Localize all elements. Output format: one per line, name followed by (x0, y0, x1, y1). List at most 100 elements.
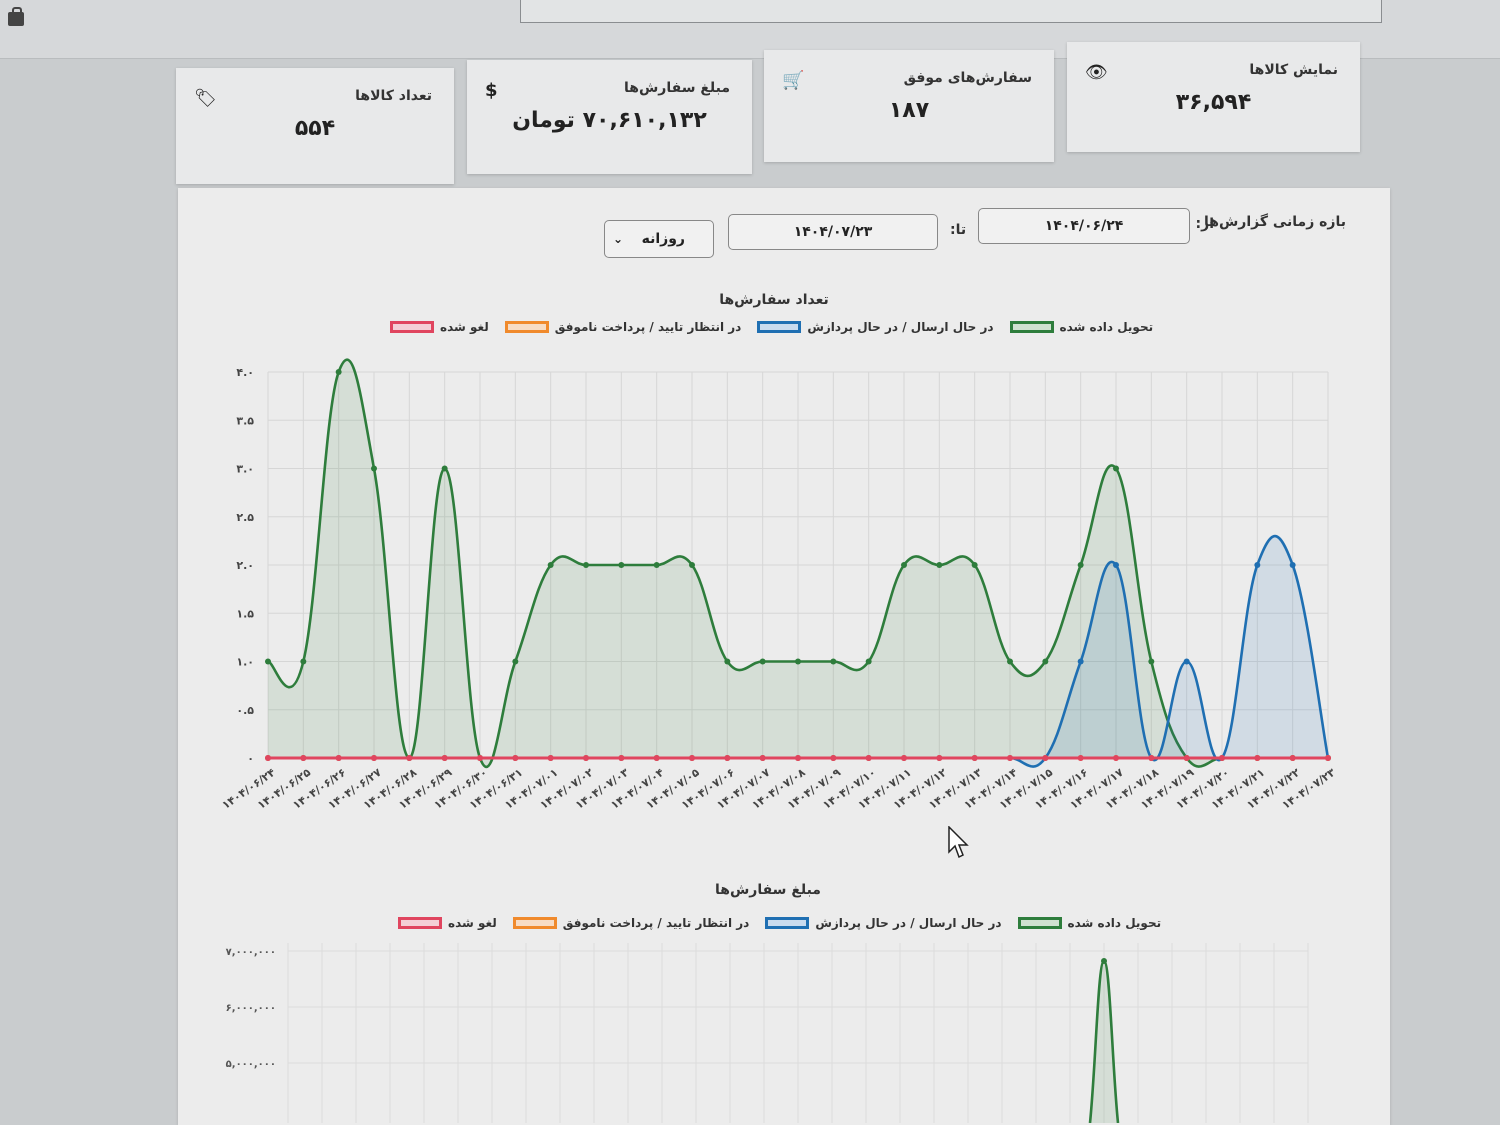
data-point (335, 369, 342, 375)
data-point (406, 755, 413, 761)
series-area (268, 536, 1328, 767)
data-point (689, 755, 695, 761)
period-select[interactable]: روزانه ⌄ (604, 220, 714, 258)
data-point (1113, 562, 1119, 568)
y-tick-label: ۱.۰ (236, 656, 254, 669)
series-area (268, 359, 1328, 767)
tag-icon: 🏷 (194, 88, 217, 109)
data-point (865, 755, 872, 761)
data-point (1077, 562, 1084, 568)
period-value: روزانه (641, 231, 685, 247)
report-filters: بازه زمانی گزارش‌ها از: ۱۴۰۴/۰۶/۲۴ تا: ۱… (178, 188, 1390, 268)
data-point (371, 465, 377, 472)
data-point (300, 755, 307, 761)
from-label: از: (1195, 216, 1214, 232)
orders-count-legend: تحویل داده شده در حال ارسال / در حال پرد… (390, 320, 1153, 334)
dollar-icon: $ (485, 80, 498, 101)
data-point (830, 658, 837, 665)
data-point (1007, 755, 1013, 761)
y-tick-label: ۱.۵ (236, 607, 254, 620)
data-point (724, 755, 731, 761)
chevron-down-icon: ⌄ (613, 232, 624, 246)
data-point (547, 562, 554, 568)
data-point (512, 755, 519, 761)
data-point (865, 658, 872, 665)
data-point (1148, 755, 1155, 761)
y-tick-label: ۲.۵ (236, 511, 254, 524)
range-label: بازه زمانی گزارش‌ها (1204, 214, 1346, 230)
y-tick-label: ۴.۰ (236, 366, 254, 379)
data-point (1077, 658, 1084, 665)
legend-canceled[interactable]: لغو شده (390, 320, 489, 334)
from-date-input[interactable]: ۱۴۰۴/۰۶/۲۴ (978, 208, 1190, 244)
data-point (936, 562, 943, 568)
data-point (971, 562, 978, 568)
data-point (441, 465, 448, 472)
data-point (1007, 658, 1013, 665)
legend-delivered[interactable]: تحویل داده شده (1017, 916, 1161, 930)
data-point (1183, 755, 1190, 761)
data-point (653, 562, 660, 568)
data-point (1325, 755, 1331, 761)
mouse-cursor-icon (948, 826, 969, 859)
data-point (1148, 658, 1155, 665)
data-point (477, 755, 483, 761)
legend-processing[interactable]: در حال ارسال / در حال پردازش (757, 320, 994, 334)
to-date-input[interactable]: ۱۴۰۴/۰۷/۲۳ (728, 214, 938, 250)
data-point (1101, 958, 1107, 964)
data-point (830, 755, 837, 761)
stat-label: مبلغ سفارش‌ها (624, 80, 730, 96)
legend-pending[interactable]: در انتظار تایید / پرداخت ناموفق (504, 320, 741, 334)
stat-value: ۷۰,۶۱۰,۱۳۲ تومان (512, 108, 707, 133)
data-point (759, 755, 766, 761)
y-tick-label: ۲.۰ (236, 559, 254, 572)
legend-processing[interactable]: در حال ارسال / در حال پردازش (765, 916, 1002, 930)
data-point (618, 755, 625, 761)
data-point (300, 658, 307, 665)
data-point (265, 658, 271, 665)
data-point (371, 755, 377, 761)
stat-label: سفارش‌های موفق (903, 70, 1032, 86)
stat-value: ۱۸۷ (888, 98, 930, 123)
y-tick-label: ۰ (247, 752, 254, 765)
series-area (1090, 961, 1118, 1123)
data-point (901, 755, 907, 761)
top-search-box[interactable] (520, 0, 1382, 23)
cart-icon: 🛒 (782, 70, 805, 91)
stat-label: نمایش کالاها (1249, 62, 1338, 78)
data-point (795, 755, 801, 761)
data-point (1254, 562, 1261, 568)
bag-icon[interactable] (8, 7, 24, 26)
data-point (618, 562, 625, 568)
stat-card-successful-orders: 🛒 سفارش‌های موفق ۱۸۷ (764, 50, 1054, 162)
y-tick-label: ۵,۰۰۰,۰۰۰ (226, 1059, 276, 1070)
data-point (1113, 755, 1119, 761)
orders-amount-chart: ۷,۰۰۰,۰۰۰ ۶,۰۰۰,۰۰۰ ۵,۰۰۰,۰۰۰ (226, 943, 1309, 1123)
stat-card-orders-amount: $ مبلغ سفارش‌ها ۷۰,۶۱۰,۱۳۲ تومان (467, 60, 752, 174)
stat-card-product-views: 👁 نمایش کالاها ۳۶,۵۹۴ (1067, 42, 1360, 152)
y-tick-label: ۶,۰۰۰,۰۰۰ (226, 1003, 276, 1014)
y-tick-label: ۳.۰ (236, 463, 254, 476)
data-point (547, 755, 554, 761)
y-tick-label: ۰.۵ (236, 704, 254, 717)
data-point (795, 658, 801, 665)
data-point (901, 562, 907, 568)
eye-icon: 👁 (1085, 62, 1108, 83)
top-bar (0, 0, 1500, 59)
data-point (1289, 562, 1296, 568)
legend-pending[interactable]: در انتظار تایید / پرداخت ناموفق (512, 916, 749, 930)
data-point (1042, 658, 1049, 665)
data-point (971, 755, 978, 761)
data-point (689, 562, 695, 568)
legend-canceled[interactable]: لغو شده (398, 916, 497, 930)
data-point (1219, 755, 1225, 761)
stat-card-products-count: 🏷 تعداد کالاها ۵۵۴ (176, 68, 454, 184)
data-point (1077, 755, 1084, 761)
stat-label: تعداد کالاها (355, 88, 432, 104)
data-point (653, 755, 660, 761)
data-point (759, 658, 766, 665)
data-point (265, 755, 271, 761)
stat-value: ۵۵۴ (294, 116, 336, 141)
legend-delivered[interactable]: تحویل داده شده (1009, 320, 1153, 334)
to-label: تا: (950, 222, 967, 238)
